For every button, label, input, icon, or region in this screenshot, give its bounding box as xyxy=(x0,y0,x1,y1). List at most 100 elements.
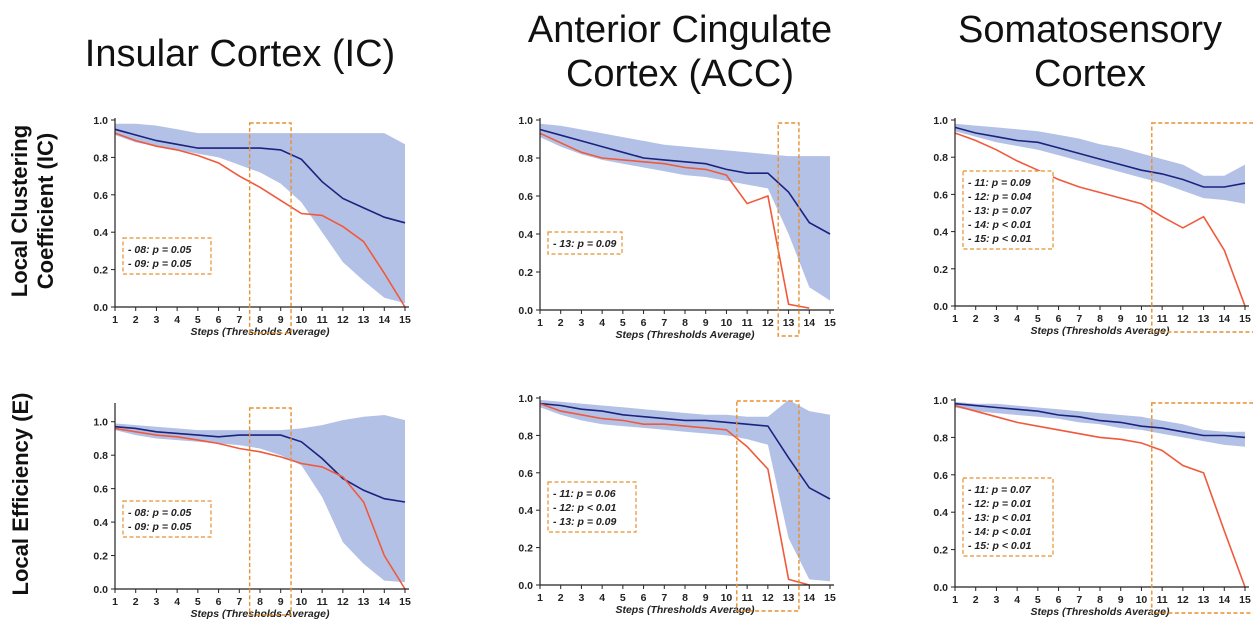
x-tick-label: 1 xyxy=(537,592,543,604)
x-tick-label: 12 xyxy=(337,314,349,326)
x-tick-label: 13 xyxy=(783,592,795,604)
chart-soma-efficiency: 0.00.20.40.60.81.01 2 3 4 5 6 7 8 9 10 11 12 13 14 15S… xyxy=(933,395,1253,618)
p-value-annotation: - 15: p < 0.01 xyxy=(968,233,1031,245)
x-axis-label: Steps (Thresholds Average) xyxy=(190,608,330,620)
p-value-annotation: - 09: p = 0.05 xyxy=(128,521,191,533)
row-label-local-efficiency: Local Efficiency (E) xyxy=(8,384,36,604)
x-tick-label: 14 xyxy=(1218,594,1230,606)
x-tick-label: 15 xyxy=(1239,594,1251,606)
y-tick-label: 1.0 xyxy=(518,393,533,405)
x-tick-label: 14 xyxy=(803,592,815,604)
group-mean-line xyxy=(539,402,831,500)
y-tick-label: 0.6 xyxy=(933,189,948,201)
x-tick-label: 2 xyxy=(558,317,564,329)
x-tick-label: 4 xyxy=(1014,594,1020,606)
confidence-band xyxy=(955,123,1245,204)
x-tick-label: 11 xyxy=(742,317,753,329)
y-tick-label: 0.4 xyxy=(93,517,108,529)
title-anterior-cingulate-cortex: Anterior Cingulate Cortex (ACC) xyxy=(500,8,860,96)
y-tick-label: 0.6 xyxy=(93,190,108,202)
x-tick-label: 9 xyxy=(278,314,284,326)
title-insular-cortex: Insular Cortex (IC) xyxy=(84,33,396,75)
y-tick-label: 0.8 xyxy=(933,432,948,444)
y-tick-label: 1.0 xyxy=(518,115,533,127)
x-tick-label: 9 xyxy=(278,596,284,608)
x-tick-label: 7 xyxy=(1076,594,1082,606)
x-tick-label: 9 xyxy=(703,317,709,329)
individual-line xyxy=(539,402,810,586)
title-acc-line1: Anterior Cingulate xyxy=(527,9,833,51)
confidence-band xyxy=(540,399,830,582)
x-tick-label: 7 xyxy=(1076,313,1082,325)
x-tick-label: 15 xyxy=(1239,313,1251,325)
y-tick-label: 0.0 xyxy=(93,302,108,314)
p-value-annotation: - 11: p = 0.09 xyxy=(968,177,1031,189)
significance-highlight-box xyxy=(248,407,292,616)
p-value-annotation: - 11: p = 0.06 xyxy=(553,488,616,500)
x-tick-label: 15 xyxy=(824,317,836,329)
group-mean-line xyxy=(114,425,406,503)
x-tick-label: 1 xyxy=(952,313,958,325)
x-tick-label: 12 xyxy=(1177,313,1189,325)
p-value-annotation: - 13: p = 0.09 xyxy=(553,238,616,250)
x-tick-label: 7 xyxy=(661,592,667,604)
y-tick-label: 0.2 xyxy=(933,545,948,557)
x-tick-label: 8 xyxy=(682,317,688,329)
row-label-clustering-line2: Coefficient (IC) xyxy=(33,132,58,290)
x-tick-label: 4 xyxy=(599,317,605,329)
x-tick-label: 4 xyxy=(599,592,605,604)
y-tick-label: 0.0 xyxy=(933,582,948,594)
x-tick-label: 10 xyxy=(296,596,308,608)
y-tick-label: 0.4 xyxy=(93,227,108,239)
x-axis-label: Steps (Thresholds Average) xyxy=(1030,325,1170,337)
x-tick-label: 6 xyxy=(641,592,647,604)
p-value-annotation: - 14: p < 0.01 xyxy=(968,219,1031,231)
x-tick-label: 12 xyxy=(1177,594,1189,606)
group-mean-line xyxy=(954,126,1246,188)
x-tick-label: 3 xyxy=(154,596,160,608)
x-tick-label: 8 xyxy=(1097,594,1103,606)
individual-line xyxy=(954,404,1246,588)
significance-highlight-box xyxy=(248,122,292,334)
p-value-annotation: - 15: p < 0.01 xyxy=(968,540,1031,552)
x-tick-label: 7 xyxy=(236,596,242,608)
chart-ic-efficiency: 0.00.20.40.60.81.01 2 3 4 5 6 7 8 9 10 11 12 13 14 15S… xyxy=(93,403,411,620)
x-tick-label: 5 xyxy=(1035,313,1041,325)
chart-soma-clustering: 0.00.20.40.60.81.01 2 3 4 5 6 7 8 9 10 11 12 13 14 15S… xyxy=(933,115,1253,337)
x-tick-label: 13 xyxy=(1198,594,1210,606)
y-tick-label: 0.0 xyxy=(93,584,108,596)
p-value-annotation: - 08: p = 0.05 xyxy=(128,507,191,519)
significance-highlight-box xyxy=(736,400,800,612)
x-tick-label: 6 xyxy=(1056,594,1062,606)
x-tick-label: 1 xyxy=(112,596,118,608)
y-tick-label: 1.0 xyxy=(933,115,948,127)
x-tick-label: 11 xyxy=(317,314,328,326)
y-tick-label: 0.4 xyxy=(933,507,948,519)
x-tick-label: 15 xyxy=(824,592,836,604)
x-tick-label: 1 xyxy=(952,594,958,606)
y-tick-label: 0.2 xyxy=(93,551,108,563)
x-tick-label: 11 xyxy=(1157,594,1168,606)
p-value-box xyxy=(547,231,623,255)
title-soma-line2: Cortex xyxy=(1034,53,1146,95)
row-label-local-clustering: Local Clustering Coefficient (IC) xyxy=(7,111,63,311)
p-value-annotation: - 11: p = 0.07 xyxy=(968,484,1032,496)
group-mean-line xyxy=(539,128,831,235)
y-tick-label: 0.2 xyxy=(93,265,108,277)
p-value-box xyxy=(547,481,637,533)
y-tick-label: 0.8 xyxy=(518,430,533,442)
y-tick-label: 1.0 xyxy=(933,395,948,407)
x-tick-label: 4 xyxy=(174,596,180,608)
individual-line xyxy=(954,132,1246,307)
x-tick-label: 11 xyxy=(1157,313,1168,325)
y-tick-label: 1.0 xyxy=(93,417,108,429)
x-tick-label: 13 xyxy=(783,317,795,329)
title-acc-line2: Cortex (ACC) xyxy=(565,53,795,95)
x-tick-label: 12 xyxy=(762,592,774,604)
y-tick-label: 1.0 xyxy=(93,115,108,127)
x-tick-label: 2 xyxy=(558,592,564,604)
row-label-clustering-line1: Local Clustering xyxy=(7,124,32,298)
x-tick-label: 3 xyxy=(579,317,585,329)
y-tick-label: 0.4 xyxy=(518,229,533,241)
x-tick-label: 8 xyxy=(257,314,263,326)
